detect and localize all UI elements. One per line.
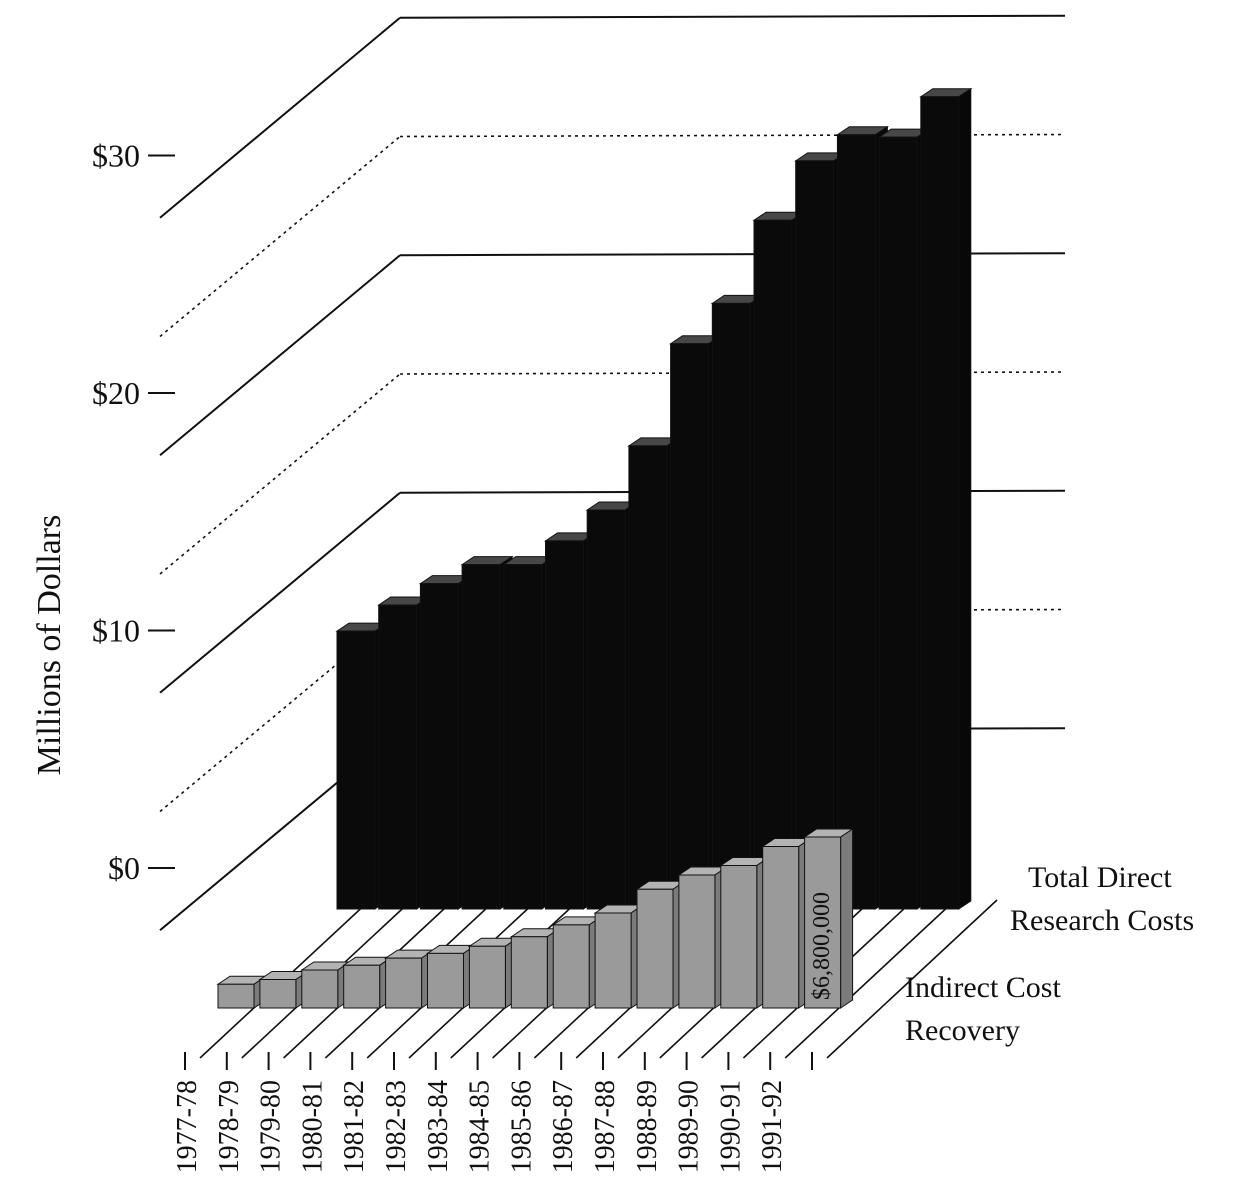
- indirect-cost-bar: [677, 866, 729, 1009]
- y-tick-label: $0: [108, 850, 140, 886]
- floor-line: [784, 899, 956, 1059]
- legend: Total Direct Research Costs Indirect Cos…: [905, 861, 1194, 1047]
- y-tick-label: $20: [92, 375, 140, 411]
- indirect-cost-bar: [719, 856, 771, 1009]
- indirect-cost-bar: [342, 956, 394, 1009]
- direct-cost-bar: [710, 294, 764, 910]
- indirect-cost-bar: [383, 949, 436, 1009]
- gridline-diagonal: [159, 16, 401, 219]
- indirect-costs-series: [216, 828, 855, 1009]
- x-tick-label: 1984-85: [465, 1080, 496, 1173]
- legend-direct-line1: Total Direct: [1028, 861, 1172, 894]
- x-tick-label: 1978-79: [214, 1080, 245, 1173]
- indirect-cost-bar: [467, 937, 520, 1009]
- indirect-cost-bar: [300, 961, 352, 1009]
- direct-cost-bar: [919, 87, 973, 910]
- indirect-cost-bar: [635, 880, 687, 1009]
- gridline-diagonal: [159, 135, 401, 338]
- indirect-cost-bar: [551, 915, 603, 1009]
- last-bar-annotation: $6,800,000: [809, 892, 835, 1000]
- x-tick-label: 1990-91: [715, 1080, 746, 1173]
- y-axis: $0 $10 $20 $30: [92, 138, 175, 886]
- indirect-cost-bar: [593, 904, 645, 1009]
- gridline-diagonal: [159, 491, 401, 694]
- x-tick-label: 1980-81: [297, 1080, 328, 1173]
- indirect-cost-bar: [509, 927, 561, 1009]
- indirect-cost-bar: [802, 828, 855, 1009]
- x-tick-label: 1982-83: [381, 1080, 412, 1173]
- x-tick-label: 1989-90: [674, 1080, 705, 1173]
- indirect-cost-bar: [216, 975, 268, 1009]
- x-tick-label: 1979-80: [256, 1080, 287, 1173]
- x-tick-label: 1983-84: [423, 1080, 454, 1173]
- direct-cost-bar: [335, 622, 389, 910]
- x-tick-label: 1981-82: [339, 1080, 370, 1173]
- x-tick-label: 1986-87: [548, 1080, 579, 1173]
- x-tick-label: 1985-86: [506, 1080, 537, 1173]
- y-axis-title: Millions of Dollars: [31, 515, 68, 776]
- indirect-cost-bar: [761, 837, 813, 1009]
- x-tick-label: 1988-89: [632, 1080, 663, 1173]
- indirect-cost-bar: [258, 970, 310, 1009]
- legend-indirect-line2: Recovery: [905, 1014, 1020, 1047]
- gridline: [399, 14, 1066, 19]
- legend-indirect-line1: Indirect Cost: [905, 971, 1061, 1004]
- direct-costs-series: [335, 87, 973, 910]
- y-tick-label: $30: [92, 138, 140, 174]
- y-tick-label: $10: [92, 613, 140, 649]
- legend-direct-line2: Research Costs: [1010, 904, 1194, 937]
- x-tick-label: 1987-88: [590, 1080, 621, 1173]
- x-tick-label: 1977-78: [172, 1080, 203, 1173]
- x-axis: 1977-78 1978-79 1979-80 1980-81 1981-82 1982-…: [172, 1052, 813, 1173]
- gridline-diagonal: [159, 373, 401, 575]
- gridline-diagonal: [159, 254, 401, 457]
- floor-line: [826, 899, 998, 1059]
- indirect-cost-bar: [425, 944, 478, 1009]
- x-tick-label: 1991-92: [757, 1080, 788, 1173]
